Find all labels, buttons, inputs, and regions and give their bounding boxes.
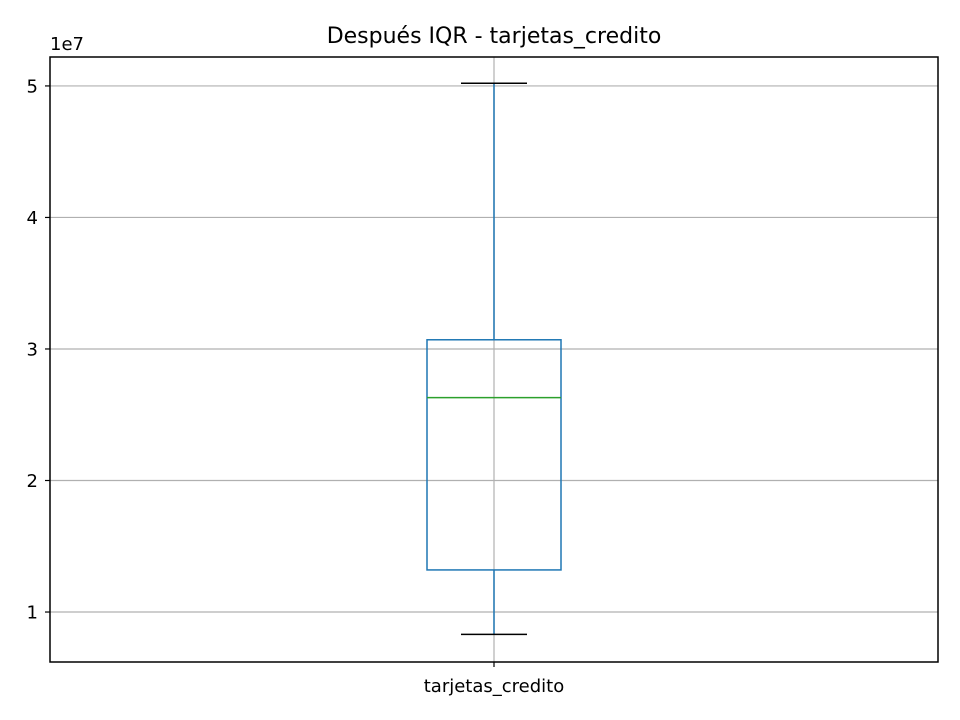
y-tick-label: 1 [27,603,38,624]
y-tick-label: 5 [27,76,38,97]
y-offset-label: 1e7 [50,34,84,55]
chart-title: Después IQR - tarjetas_credito [327,24,662,49]
y-tick-label: 2 [27,471,38,492]
y-tick-label: 3 [27,339,38,360]
y-tick-label: 4 [27,208,38,229]
x-tick-label: tarjetas_credito [424,676,565,697]
box-layer [426,82,562,636]
axis-layer: 1 2 3 4 5 tarjetas_credito [27,56,939,697]
iqr-box [426,339,562,571]
plot-frame [49,56,939,663]
